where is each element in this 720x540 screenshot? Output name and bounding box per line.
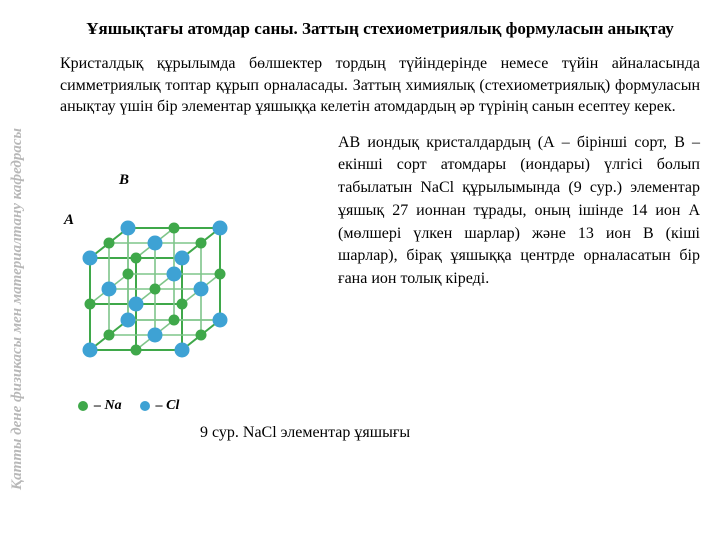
figure-block: A B – Na – Cl xyxy=(60,132,320,414)
crystal-cube: A B xyxy=(60,132,310,392)
department-sidebar: Қатты дене физикасы мен материалтану каф… xyxy=(8,128,28,490)
legend: – Na – Cl xyxy=(60,398,320,414)
intro-paragraph: Кристалдық құрылымда бөлшектер тордың тү… xyxy=(60,53,700,118)
label-b: B xyxy=(119,172,129,189)
page-content: Ұяшықтағы атомдар саны. Заттың стехиомет… xyxy=(60,18,700,442)
cl-dot-icon xyxy=(140,401,150,411)
page-title: Ұяшықтағы атомдар саны. Заттың стехиомет… xyxy=(60,18,700,41)
legend-na: – Na xyxy=(78,398,122,414)
description-paragraph: АВ иондық кристалдардың (А – бірінші сор… xyxy=(338,132,700,414)
legend-cl-label: – Cl xyxy=(156,398,180,414)
label-a: A xyxy=(64,212,74,229)
legend-cl: – Cl xyxy=(140,398,180,414)
figure-caption: 9 сур. NaCl элементар ұяшығы xyxy=(200,424,700,442)
lower-row: A B – Na – Cl АВ иондық кристалдардың (А… xyxy=(60,132,700,414)
na-dot-icon xyxy=(78,401,88,411)
legend-na-label: – Na xyxy=(94,398,122,414)
